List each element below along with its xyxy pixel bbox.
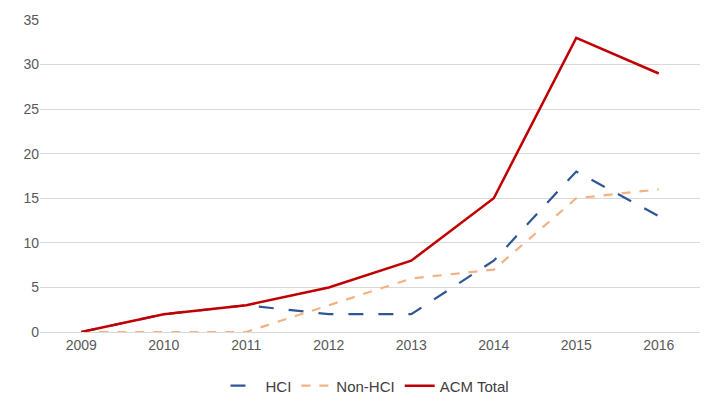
svg-text:0: 0 [31, 324, 39, 340]
svg-text:2014: 2014 [478, 337, 509, 353]
svg-text:2015: 2015 [561, 337, 592, 353]
svg-text:2013: 2013 [396, 337, 427, 353]
svg-text:5: 5 [31, 279, 39, 295]
svg-text:2016: 2016 [643, 337, 674, 353]
svg-text:2011: 2011 [231, 337, 261, 353]
svg-text:2009: 2009 [66, 337, 97, 353]
svg-text:20: 20 [23, 146, 39, 162]
svg-text:HCI: HCI [266, 378, 292, 395]
svg-text:2010: 2010 [148, 337, 179, 353]
svg-text:15: 15 [23, 190, 39, 206]
svg-text:Non-HCI: Non-HCI [336, 378, 394, 395]
svg-text:ACM Total: ACM Total [440, 378, 509, 395]
svg-text:10: 10 [23, 235, 39, 251]
svg-text:2012: 2012 [313, 337, 344, 353]
svg-text:30: 30 [23, 56, 39, 72]
svg-text:35: 35 [23, 12, 39, 28]
svg-text:25: 25 [23, 101, 39, 117]
